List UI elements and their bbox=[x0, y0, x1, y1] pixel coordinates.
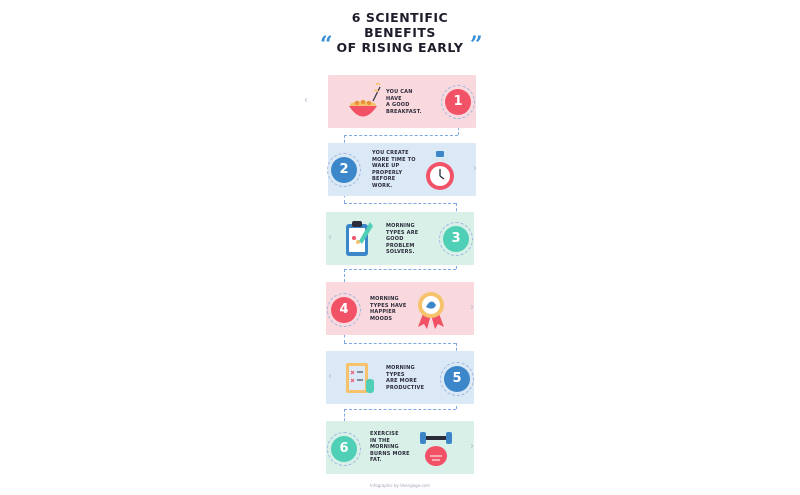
number-badge-1: 1 bbox=[445, 89, 471, 115]
cereal-bowl-icon bbox=[349, 82, 381, 117]
benefit-text-4: MORNING TYPES HAVE HAPPIER MOODS bbox=[370, 296, 407, 322]
benefit-text-5: MORNING TYPES ARE MORE PRODUCTIVE bbox=[386, 365, 425, 391]
benefit-text-6: EXERCISE IN THE MORNING BURNS MORE FAT. bbox=[370, 431, 410, 463]
number-badge-2: 2 bbox=[331, 157, 357, 183]
dumbbell-muscle-icon bbox=[420, 432, 452, 466]
notebook-icon bbox=[346, 363, 374, 393]
connector-line bbox=[344, 135, 458, 136]
benefit-card-4: 4 MORNING TYPES HAVE HAPPIER MOODS › bbox=[326, 282, 474, 335]
benefit-card-5: ‹ MORNING TYPES ARE MORE PRODUCTIVE 5 bbox=[326, 351, 474, 404]
chevron-left-icon: ‹ bbox=[304, 95, 308, 106]
title-block: 6 SCIENTIFIC BENEFITS OF RISING EARLY “ … bbox=[310, 10, 490, 70]
chevron-left-icon: ‹ bbox=[328, 371, 332, 382]
close-quote-icon: ” bbox=[470, 32, 483, 58]
connector-line bbox=[344, 203, 456, 204]
benefit-text-1: YOU CAN HAVE A GOOD BREAKFAST. bbox=[386, 89, 422, 115]
connector-line bbox=[344, 269, 456, 270]
connector-line bbox=[344, 409, 456, 410]
number-badge-3: 3 bbox=[443, 226, 469, 252]
title-line-1: 6 SCIENTIFIC bbox=[351, 10, 449, 25]
benefit-card-6: 6 EXERCISE IN THE MORNING BURNS MORE FAT… bbox=[326, 421, 474, 474]
open-quote-icon: “ bbox=[320, 32, 333, 58]
number-ring bbox=[327, 432, 361, 466]
number-badge-6: 6 bbox=[331, 436, 357, 462]
benefit-text-3: MORNING TYPES ARE GOOD PROBLEM SOLVERS. bbox=[386, 223, 419, 255]
chevron-right-icon: › bbox=[470, 302, 474, 313]
number-ring bbox=[441, 85, 475, 119]
chevron-right-icon: › bbox=[470, 441, 474, 452]
benefit-card-3: ‹ MORNING TYPES ARE GOOD PROBLEM SOLVERS… bbox=[326, 212, 474, 265]
number-badge-4: 4 bbox=[331, 297, 357, 323]
chevron-right-icon: › bbox=[473, 163, 477, 174]
number-ring bbox=[327, 293, 361, 327]
benefit-card-1: ‹ YOU CAN HAVE A GOOD BREAKFAST. 1 bbox=[304, 75, 476, 128]
number-ring bbox=[439, 222, 473, 256]
clipboard-icon bbox=[346, 221, 373, 256]
number-ring bbox=[327, 153, 361, 187]
alarm-clock-icon bbox=[426, 151, 454, 190]
page-title: 6 SCIENTIFIC BENEFITS OF RISING EARLY bbox=[310, 10, 490, 55]
title-line-2: BENEFITS bbox=[364, 25, 436, 40]
benefit-card-2: 2 YOU CREATE MORE TIME TO WAKE UP PROPER… bbox=[327, 143, 477, 196]
benefit-text-2: YOU CREATE MORE TIME TO WAKE UP PROPERLY… bbox=[372, 150, 416, 189]
chevron-left-icon: ‹ bbox=[328, 232, 332, 243]
connector-line bbox=[344, 343, 456, 344]
award-ribbon-icon bbox=[418, 292, 444, 329]
footer-credit: Infographic by Venngage.com bbox=[370, 483, 430, 488]
number-badge-5: 5 bbox=[444, 366, 470, 392]
title-line-3: OF RISING EARLY bbox=[336, 40, 464, 55]
number-ring bbox=[440, 362, 474, 396]
